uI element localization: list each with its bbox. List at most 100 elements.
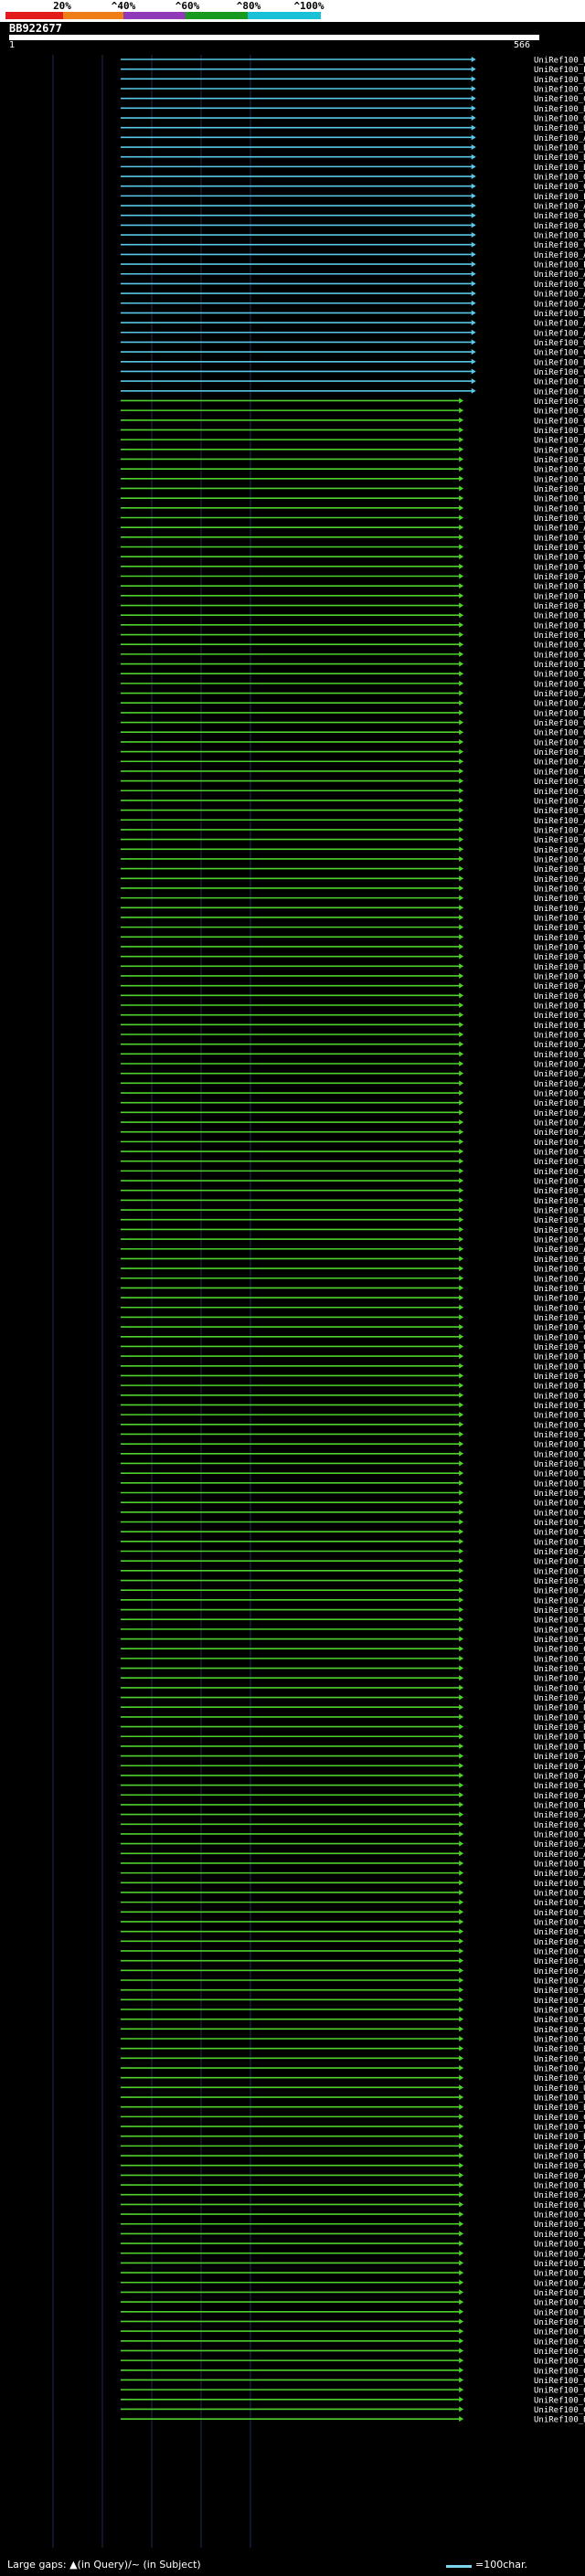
hit-label[interactable]: UniRef100_C5D991: [534, 2026, 585, 2035]
hit-label[interactable]: UniRef100_C6TE56: [534, 95, 585, 104]
hit-label[interactable]: UniRef100_Q3AZM0: [534, 972, 585, 981]
hit-label[interactable]: UniRef100_Q1PKC0: [534, 855, 585, 864]
hit-label[interactable]: UniRef100_A6YJE9: [534, 573, 585, 582]
hit-label[interactable]: UniRef100_C7NJ08: [534, 2348, 585, 2357]
hit-label[interactable]: UniRef100_Q7V5G8: [534, 836, 585, 845]
hit-label[interactable]: UniRef100_Q4UGT5: [534, 738, 585, 747]
hit-label[interactable]: UniRef100_C4U5B4: [534, 2358, 585, 2367]
hit-label[interactable]: UniRef100_A6AD00: [534, 1548, 585, 1557]
hit-label[interactable]: UniRef100_Q8K4Y8: [534, 1450, 585, 1459]
hit-label[interactable]: UniRef100_Q1MWZ1: [534, 1392, 585, 1401]
hit-label[interactable]: UniRef100_B3EL40: [534, 2318, 585, 2327]
hit-label[interactable]: UniRef100_A8MGP4: [534, 291, 585, 300]
hit-label[interactable]: UniRef100_B9NYF4: [534, 865, 585, 875]
hit-label[interactable]: UniRef100_UP1000..: [534, 1617, 585, 1626]
hit-label[interactable]: UniRef100_A4RZT9: [534, 329, 585, 338]
hit-label[interactable]: UniRef100_C7NBB6: [534, 1665, 585, 1674]
hit-label[interactable]: UniRef100_C6JL27: [534, 1821, 585, 1830]
hit-label[interactable]: UniRef100_A2BT24: [534, 875, 585, 885]
hit-label[interactable]: UniRef100_B2S7M4: [534, 1606, 585, 1616]
hit-label[interactable]: UniRef100_B9YGY9: [534, 612, 585, 621]
hit-label[interactable]: UniRef100_B4SDE6: [534, 1256, 585, 1265]
hit-label[interactable]: UniRef100_A0QCV7: [534, 1772, 585, 1781]
hit-label[interactable]: UniRef100_Q1VX29: [534, 1655, 585, 1664]
hit-label[interactable]: UniRef100_C4E730: [534, 2406, 585, 2415]
hit-label[interactable]: UniRef100_P17253: [534, 631, 585, 641]
hit-label[interactable]: UniRef100_C5NBM0: [534, 1333, 585, 1342]
hit-label[interactable]: UniRef100_A1BJF4: [534, 1275, 585, 1284]
hit-label[interactable]: UniRef100_Q3AMK6: [534, 924, 585, 933]
hit-label[interactable]: UniRef100_Q6NHT0: [534, 1713, 585, 1723]
hit-label[interactable]: UniRef100_Q2LG12: [534, 807, 585, 816]
hit-label[interactable]: UniRef100_Q1YAK2: [534, 2337, 585, 2347]
hit-label[interactable]: UniRef100_B7FI94: [534, 57, 585, 66]
hit-label[interactable]: UniRef100_Q2JR57: [534, 992, 585, 1002]
hit-label[interactable]: UniRef100_Q0YTN5: [534, 1324, 585, 1333]
hit-label[interactable]: UniRef100_UP1000..: [534, 1733, 585, 1743]
hit-label[interactable]: UniRef100_B9I166: [534, 154, 585, 163]
hit-label[interactable]: UniRef100_B1X0T7: [534, 748, 585, 758]
hit-label[interactable]: UniRef100_UP1000..: [534, 1362, 585, 1372]
hit-label[interactable]: UniRef100_B1WU13: [534, 475, 585, 484]
hit-label[interactable]: UniRef100_Q9EJ78: [534, 914, 585, 923]
hit-label[interactable]: UniRef100_Q01908: [534, 174, 585, 183]
hit-label[interactable]: UniRef100_A4QDH2: [534, 1792, 585, 1801]
hit-label[interactable]: UniRef100_C5VYV6: [534, 2211, 585, 2221]
hit-label[interactable]: UniRef100_A5V5E2: [534, 1587, 585, 1596]
hit-label[interactable]: UniRef100_C7U7S4: [534, 1304, 585, 1313]
hit-label[interactable]: UniRef100_A6YRX5: [534, 758, 585, 768]
hit-label[interactable]: UniRef100_C6Q9Y9: [534, 2055, 585, 2064]
hit-label[interactable]: UniRef100_C5S1D4: [534, 2124, 585, 2133]
hit-label[interactable]: UniRef100_A5GRX0: [534, 905, 585, 914]
hit-label[interactable]: UniRef100_B4EMA1: [534, 378, 585, 387]
hit-label[interactable]: UniRef100_C9Y3V6: [534, 2221, 585, 2230]
hit-label[interactable]: UniRef100_Q21H51: [534, 554, 585, 563]
hit-label[interactable]: UniRef100_C1YH75: [534, 1343, 585, 1352]
hit-label[interactable]: UniRef100_Q84XB4: [534, 729, 585, 738]
hit-label[interactable]: UniRef100_C5T1Z7: [534, 1226, 585, 1235]
hit-label[interactable]: UniRef100_Q0C0Z9: [534, 2299, 585, 2308]
hit-label[interactable]: UniRef100_P09222: [534, 1801, 585, 1810]
hit-label[interactable]: UniRef100_B1XHP4: [534, 602, 585, 611]
hit-label[interactable]: UniRef100_C7Q2C0: [534, 1187, 585, 1196]
hit-label[interactable]: UniRef100_A9TQE5: [534, 320, 585, 329]
hit-label[interactable]: UniRef100_B5HBN6: [534, 2133, 585, 2142]
hit-label[interactable]: UniRef100_B5G2J2: [534, 2416, 585, 2425]
hit-label[interactable]: UniRef100_UP1000..: [534, 1460, 585, 1469]
hit-label[interactable]: UniRef100_B3PQE9: [534, 1402, 585, 1411]
hit-label[interactable]: UniRef100_P05435: [534, 261, 585, 270]
hit-label[interactable]: UniRef100_C4G1I1: [534, 2241, 585, 2250]
hit-label[interactable]: UniRef100_A4IT20: [534, 1811, 585, 1820]
hit-label[interactable]: UniRef100_Q4C9S9: [534, 514, 585, 524]
hit-label[interactable]: UniRef100_A9J7W8: [534, 1870, 585, 1879]
hit-label[interactable]: UniRef100_B0BZL3: [534, 661, 585, 670]
hit-label[interactable]: UniRef100_B0KED5: [534, 2045, 585, 2054]
hit-label[interactable]: UniRef100_C6QPX0: [534, 1918, 585, 1927]
hit-label[interactable]: UniRef100_Q1WLY0: [534, 1012, 585, 1021]
hit-label[interactable]: UniRef100_C4P0W7: [534, 241, 585, 250]
hit-label[interactable]: UniRef100_P29790: [534, 66, 585, 75]
hit-label[interactable]: UniRef100_A9BCD8: [534, 826, 585, 835]
hit-label[interactable]: UniRef100_B6ATY3: [534, 2182, 585, 2191]
hit-label[interactable]: UniRef100_A0J765: [534, 1080, 585, 1089]
hit-label[interactable]: UniRef100_A9TYF3: [534, 270, 585, 280]
hit-label[interactable]: UniRef100_C3XPE6: [534, 1236, 585, 1246]
hit-label[interactable]: UniRef100_A9DSX6: [534, 1840, 585, 1850]
hit-label[interactable]: UniRef100_Q7VW64: [534, 885, 585, 894]
hit-label[interactable]: UniRef100_C2KMV3: [534, 1947, 585, 1956]
hit-label[interactable]: UniRef100_C4RD76: [534, 1928, 585, 1937]
hit-label[interactable]: UniRef100_A6EL17: [534, 1753, 585, 1762]
hit-label[interactable]: UniRef100_A3IIT6: [534, 700, 585, 709]
hit-label[interactable]: UniRef100_O48629: [534, 86, 585, 95]
hit-label[interactable]: UniRef100_Q11S17: [534, 534, 585, 543]
hit-label[interactable]: UniRef100_C5B9V2: [534, 2231, 585, 2240]
hit-label[interactable]: UniRef100_C5QNI1: [534, 1139, 585, 1148]
hit-label[interactable]: UniRef100_B1X3Y7: [534, 1022, 585, 1031]
hit-label[interactable]: UniRef100_A9WZR2: [534, 2279, 585, 2288]
hit-label[interactable]: UniRef100_B8C0W4: [534, 583, 585, 592]
hit-label[interactable]: UniRef100_D0B278: [534, 1479, 585, 1489]
hit-label[interactable]: UniRef100_B1RR49: [534, 1285, 585, 1294]
hit-label[interactable]: UniRef100_C1RKD9: [534, 1421, 585, 1430]
hit-label[interactable]: UniRef100_B7M5X9: [534, 2308, 585, 2317]
hit-label[interactable]: UniRef100_P56006: [534, 768, 585, 777]
